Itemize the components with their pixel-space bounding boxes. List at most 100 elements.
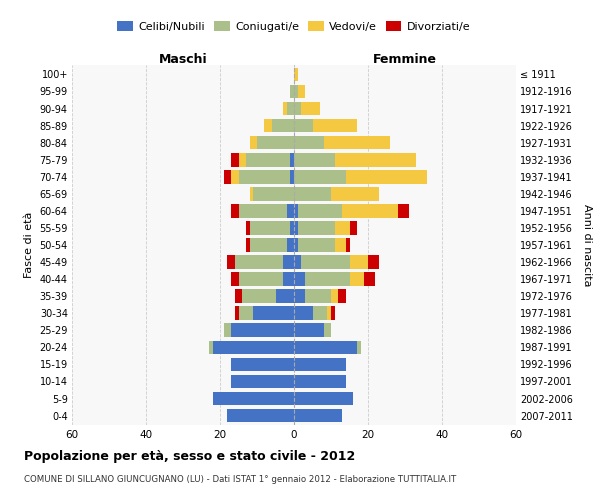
Bar (294, 392, 353, 406)
Bar (235, 255, 283, 269)
Bar (283, 255, 294, 269)
Text: Popolazione per età, sesso e stato civile - 2012: Popolazione per età, sesso e stato civil… (24, 450, 355, 463)
Bar (294, 255, 301, 269)
Bar (331, 187, 379, 200)
Bar (294, 358, 346, 372)
Bar (287, 204, 294, 218)
Bar (342, 204, 398, 218)
Bar (231, 358, 294, 372)
Bar (283, 102, 287, 116)
Bar (313, 306, 328, 320)
Bar (364, 272, 376, 286)
Bar (231, 324, 294, 337)
Bar (338, 290, 346, 303)
Bar (398, 204, 409, 218)
Bar (323, 324, 331, 337)
Bar (368, 255, 379, 269)
Bar (283, 272, 294, 286)
Bar (294, 118, 313, 132)
Bar (231, 272, 239, 286)
Bar (290, 170, 294, 183)
Bar (246, 221, 250, 235)
Y-axis label: Anni di nascita: Anni di nascita (583, 204, 592, 286)
Bar (250, 238, 287, 252)
Bar (335, 238, 346, 252)
Bar (257, 136, 294, 149)
Bar (349, 221, 357, 235)
Text: COMUNE DI SILLANO GIUNCUGNANO (LU) - Dati ISTAT 1° gennaio 2012 - Elaborazione T: COMUNE DI SILLANO GIUNCUGNANO (LU) - Dat… (24, 475, 456, 484)
Bar (294, 409, 342, 422)
Bar (301, 102, 320, 116)
Bar (305, 272, 349, 286)
Bar (323, 136, 390, 149)
Bar (246, 238, 250, 252)
Bar (294, 102, 301, 116)
Bar (298, 221, 335, 235)
Bar (294, 187, 331, 200)
Bar (265, 118, 272, 132)
Bar (253, 187, 294, 200)
Bar (335, 221, 349, 235)
Bar (313, 118, 357, 132)
Y-axis label: Fasce di età: Fasce di età (24, 212, 34, 278)
Bar (242, 290, 275, 303)
Bar (239, 306, 253, 320)
Bar (328, 306, 331, 320)
Bar (294, 68, 298, 81)
Bar (305, 290, 331, 303)
Bar (335, 153, 416, 166)
Bar (331, 290, 338, 303)
Bar (231, 374, 294, 388)
Text: Maschi: Maschi (158, 53, 208, 66)
Legend: Celibi/Nubili, Coniugati/e, Vedovi/e, Divorziati/e: Celibi/Nubili, Coniugati/e, Vedovi/e, Di… (113, 16, 475, 36)
Bar (231, 170, 239, 183)
Bar (357, 340, 361, 354)
Bar (298, 204, 342, 218)
Bar (235, 306, 239, 320)
Bar (227, 409, 294, 422)
Bar (250, 221, 290, 235)
Text: Femmine: Femmine (373, 53, 437, 66)
Bar (294, 374, 346, 388)
Bar (298, 84, 305, 98)
Bar (239, 170, 290, 183)
Bar (253, 306, 294, 320)
Bar (287, 102, 294, 116)
Bar (290, 84, 294, 98)
Bar (294, 84, 298, 98)
Bar (224, 170, 231, 183)
Bar (212, 340, 294, 354)
Bar (349, 272, 364, 286)
Bar (227, 255, 235, 269)
Bar (239, 204, 287, 218)
Bar (349, 255, 368, 269)
Bar (294, 290, 305, 303)
Bar (209, 340, 212, 354)
Bar (331, 306, 335, 320)
Bar (294, 136, 323, 149)
Bar (294, 170, 346, 183)
Bar (294, 221, 298, 235)
Bar (250, 187, 253, 200)
Bar (294, 153, 335, 166)
Bar (346, 238, 349, 252)
Bar (346, 170, 427, 183)
Bar (301, 255, 349, 269)
Bar (212, 392, 294, 406)
Bar (250, 136, 257, 149)
Bar (231, 153, 239, 166)
Bar (290, 221, 294, 235)
Bar (294, 238, 298, 252)
Bar (246, 153, 290, 166)
Bar (290, 153, 294, 166)
Bar (235, 290, 242, 303)
Bar (294, 340, 357, 354)
Bar (298, 238, 335, 252)
Bar (294, 306, 313, 320)
Bar (275, 290, 294, 303)
Bar (294, 204, 298, 218)
Bar (239, 153, 246, 166)
Bar (231, 204, 239, 218)
Bar (294, 324, 323, 337)
Bar (287, 238, 294, 252)
